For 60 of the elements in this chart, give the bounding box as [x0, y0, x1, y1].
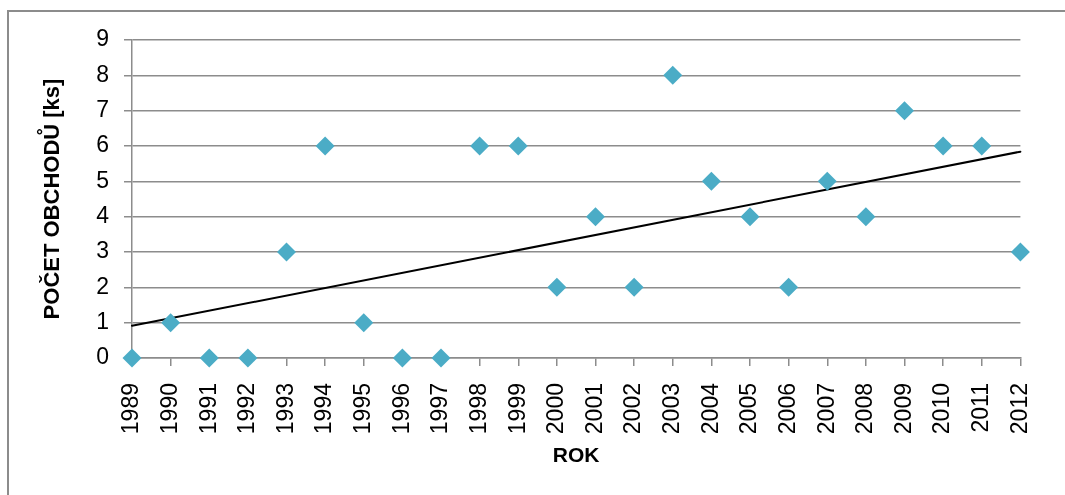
- x-tick-label: 2008: [851, 383, 878, 435]
- y-tick-label: 5: [96, 166, 109, 193]
- y-tick-label: 9: [96, 25, 109, 52]
- x-axis-title: ROK: [552, 443, 600, 467]
- x-tick-label: 2001: [580, 383, 607, 435]
- point: [586, 207, 606, 227]
- point: [895, 101, 915, 121]
- x-tick-label: 2011: [967, 383, 994, 433]
- x-tick-label: 2009: [889, 383, 916, 435]
- y-tick-label: 1: [96, 308, 109, 335]
- y-tick-label: 7: [96, 96, 109, 123]
- x-tick-label: 1989: [117, 383, 144, 435]
- y-axis-title: POČET OBCHODŮ [ks]: [36, 78, 65, 320]
- point: [238, 348, 258, 368]
- x-tick-label: 1998: [464, 383, 491, 435]
- x-tick-label: 1991: [194, 383, 221, 435]
- x-tick-label: 1994: [310, 382, 337, 435]
- x-tick-label: 1996: [387, 383, 414, 435]
- y-tick-label: 8: [96, 60, 109, 87]
- point: [354, 313, 374, 333]
- point: [1010, 242, 1030, 262]
- x-tick-label: 1990: [155, 383, 182, 435]
- point: [277, 242, 296, 262]
- x-tick-label: 1993: [271, 383, 298, 435]
- y-tick-label: 0: [96, 343, 109, 370]
- x-tick-label: 1995: [349, 383, 376, 435]
- point: [547, 277, 567, 297]
- point: [199, 348, 219, 368]
- point: [431, 348, 451, 368]
- point: [624, 277, 644, 297]
- point: [740, 207, 760, 227]
- point: [470, 136, 490, 156]
- x-tick-label: 2000: [542, 383, 569, 435]
- point: [933, 136, 953, 156]
- point: [663, 65, 683, 85]
- point: [315, 136, 335, 156]
- point: [779, 277, 799, 297]
- x-tick-label: 2004: [696, 382, 723, 435]
- x-tick-label: 2005: [735, 383, 762, 435]
- y-tick-label: 2: [96, 272, 109, 299]
- point: [856, 207, 876, 227]
- y-tick-label: 6: [96, 131, 109, 158]
- point: [972, 136, 992, 156]
- x-tick-label: 2006: [773, 383, 800, 435]
- point: [161, 313, 181, 333]
- x-tick-label: 2010: [928, 383, 955, 435]
- point: [122, 348, 142, 368]
- point: [392, 348, 412, 368]
- y-tick-label: 3: [96, 237, 109, 264]
- x-tick-label: 2003: [658, 383, 685, 435]
- point: [817, 171, 837, 191]
- point: [508, 136, 528, 156]
- point: [701, 171, 721, 191]
- x-tick-label: 1992: [233, 383, 260, 435]
- x-tick-label: 2012: [1005, 383, 1032, 435]
- x-tick-label: 2007: [812, 383, 839, 435]
- y-tick-label: 4: [96, 202, 110, 229]
- x-tick-label: 1997: [426, 383, 453, 435]
- x-tick-label: 2002: [619, 383, 646, 435]
- x-tick-label: 1999: [503, 383, 530, 435]
